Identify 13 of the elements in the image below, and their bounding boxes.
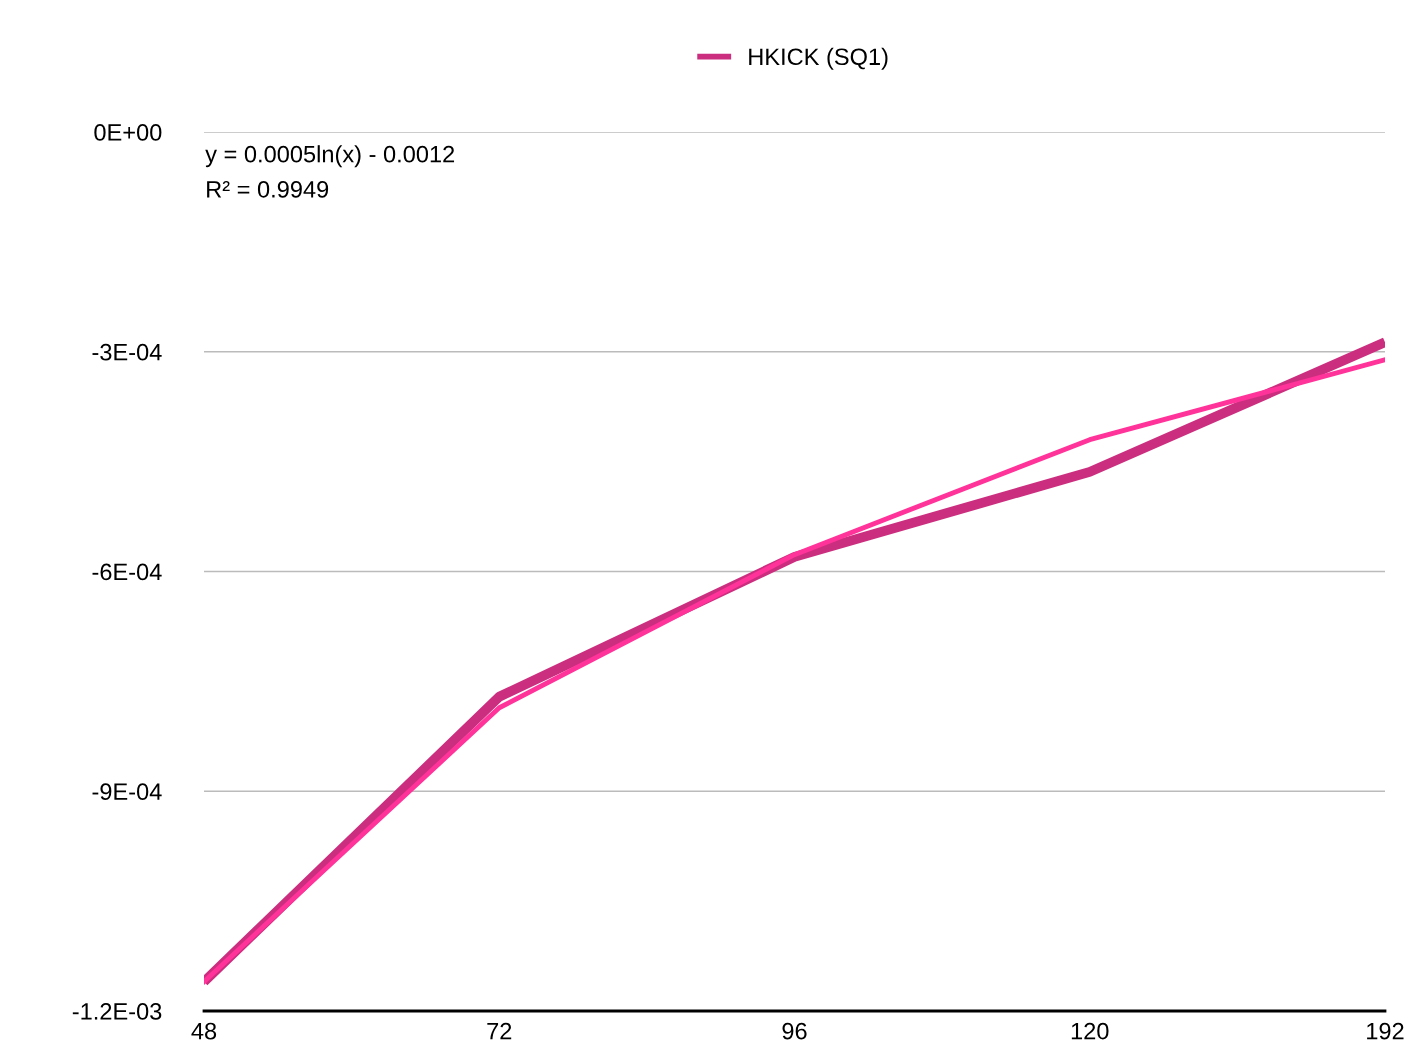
x-tick-label: 48	[191, 1022, 217, 1040]
y-tick-label: -1.2E-03	[72, 1003, 162, 1020]
y-tick-label: -9E-04	[92, 783, 162, 801]
annotation: R² = 0.9949	[207, 180, 329, 198]
annotation: y = 0.0005ln(x) - 0.0012	[205, 145, 455, 168]
x-tick-label: 120	[1071, 1022, 1109, 1040]
y-tick-label: 0E+00	[94, 124, 162, 141]
y-tick-label: -6E-04	[92, 563, 162, 581]
y-tick-label: -3E-04	[92, 343, 162, 361]
x-tick-label: 96	[782, 1022, 807, 1040]
legend-label: HKICK (SQ1)	[749, 47, 888, 70]
x-tick-label: 72	[487, 1022, 512, 1040]
x-tick-label: 192	[1367, 1022, 1404, 1040]
